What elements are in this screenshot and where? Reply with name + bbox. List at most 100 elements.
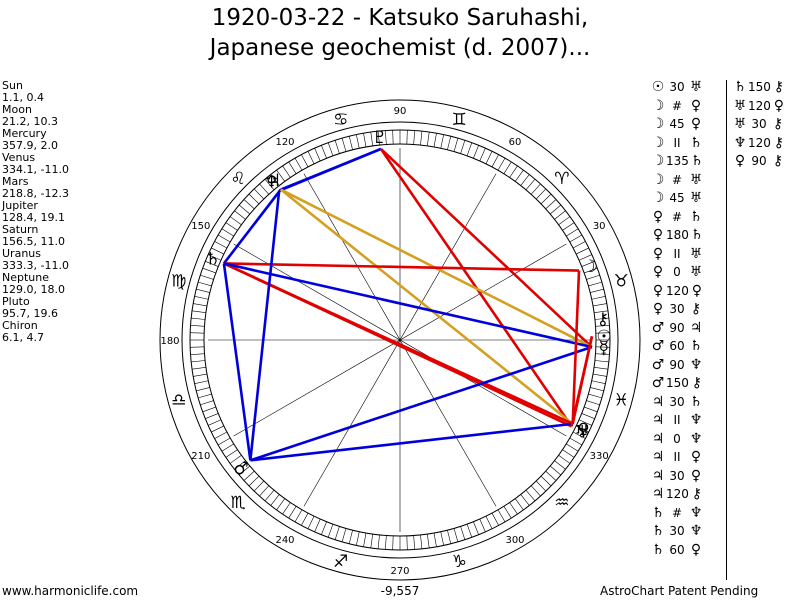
degree-tick <box>584 267 598 274</box>
zodiac-sign-icon: ♑ <box>452 552 467 572</box>
degree-tick <box>530 183 541 195</box>
planet-name: Uranus <box>2 247 41 260</box>
aspect-value: 30 <box>751 117 767 131</box>
aspect-value: # <box>671 209 683 224</box>
planet-glyph: ♃ <box>689 319 703 336</box>
degree-tick <box>578 254 592 261</box>
aspect-row: ♅ 30 ⚷ <box>732 115 787 134</box>
degree-tick <box>520 174 530 186</box>
aspect-row: ♀ 180 ♄ <box>650 226 705 245</box>
planet-glyph: ♅ <box>689 79 703 95</box>
planet-glyph: ♆ <box>689 412 703 428</box>
house-spokes <box>208 148 592 532</box>
degree-tick <box>588 281 602 287</box>
degree-tick <box>294 509 303 523</box>
planet-coords: 334.1, -11.0 <box>2 163 69 176</box>
degree-tick <box>549 204 562 215</box>
saturn-icon: ♄ <box>205 250 220 270</box>
degree-tick <box>497 157 506 171</box>
aspect-row: ☽ 135 ♄ <box>650 152 705 171</box>
planet-glyph: ♅ <box>733 97 747 114</box>
degree-label: 330 <box>590 451 609 462</box>
aspect-row: ♂ 90 ♃ <box>650 319 705 338</box>
degree-tick <box>198 393 212 399</box>
degree-tick <box>520 494 530 506</box>
degree-tick <box>264 178 275 191</box>
degree-tick <box>321 521 327 535</box>
aspect-value: # <box>671 505 683 520</box>
degree-tick <box>363 133 367 148</box>
degree-tick <box>453 138 459 152</box>
degree-tick <box>192 310 206 314</box>
planet-name: Venus <box>2 151 36 164</box>
aspect-row: ♃ 30 ♀ <box>650 467 705 486</box>
degree-tick <box>491 512 499 526</box>
planet-coords: 333.3, -11.0 <box>2 259 69 272</box>
degree-label: 60 <box>509 137 522 148</box>
planet-glyph: ♃ <box>651 430 665 447</box>
degree-tick <box>433 532 437 547</box>
footer-patent-note: AstroChart Patent Pending <box>600 584 759 598</box>
zodiac-sign-icon: ♈ <box>554 169 569 189</box>
planet-glyph: ♄ <box>651 523 665 539</box>
planet-coords: 156.5, 11.0 <box>2 235 65 248</box>
degree-tick <box>591 380 606 384</box>
aspect-row: ♅ 120 ♀ <box>732 97 787 116</box>
planet-glyph: ♃ <box>651 412 665 428</box>
planet-glyph: ♆ <box>689 356 703 373</box>
degree-tick <box>356 134 360 149</box>
wheel-ring <box>181 121 619 559</box>
planet-glyph: ♀ <box>690 449 702 465</box>
planet-glyph: ♆ <box>689 430 703 447</box>
planet-glyph: ☽ <box>651 171 665 188</box>
aspect-value: 90 <box>669 320 685 335</box>
degree-tick <box>190 325 205 327</box>
planet-glyph: ♂ <box>651 319 665 336</box>
degree-tick <box>194 296 209 300</box>
aspect-line <box>249 345 593 462</box>
degree-tick <box>420 534 423 549</box>
degree-tick <box>586 400 600 406</box>
aspect-row: ♄ 60 ♀ <box>650 541 705 560</box>
aspect-row: ☉ 30 ♅ <box>650 78 705 97</box>
degree-tick <box>594 360 609 363</box>
planet-glyph: ♂ <box>651 375 665 391</box>
degree-tick <box>211 425 224 433</box>
degree-tick <box>497 509 506 523</box>
degree-tick <box>270 494 280 506</box>
planet-position-list: Sun 1.1, 0.4 Moon 21.2, 10.3 Mercury 357.9, 2… <box>2 80 69 344</box>
degree-tick <box>196 387 210 392</box>
degree-tick <box>294 157 303 171</box>
degree-tick <box>549 465 562 476</box>
aspect-value: 30 <box>669 394 685 409</box>
planet-name: Neptune <box>2 271 50 284</box>
planet-glyph: ♀ <box>690 467 702 484</box>
planet-coords: 129.0, 18.0 <box>2 283 65 296</box>
planet-glyph: ♆ <box>733 134 747 151</box>
planet-glyph: ☽ <box>651 97 665 114</box>
degree-label: 30 <box>593 221 606 232</box>
degree-tick <box>413 130 415 145</box>
degree-tick <box>191 360 206 363</box>
degree-tick <box>578 419 592 426</box>
planet-glyph: ♃ <box>651 486 665 502</box>
jupiter-icon: ♃ <box>266 171 281 191</box>
degree-tick <box>225 222 238 231</box>
degree-tick <box>205 261 219 267</box>
aspect-value: # <box>671 98 683 113</box>
aspect-value: 30 <box>669 524 685 538</box>
neptune-icon: ♆ <box>264 172 279 192</box>
degree-tick <box>334 526 340 540</box>
planet-coords: 21.2, 10.3 <box>2 115 58 128</box>
aspect-row: ♄ 150 ⚷ <box>732 78 787 97</box>
footer-website: www.harmoniclife.com <box>2 584 139 598</box>
degree-tick <box>200 400 214 406</box>
degree-tick <box>307 151 315 164</box>
planet-glyph: ♅ <box>689 245 703 262</box>
planet-glyph: ♀ <box>773 97 785 114</box>
aspect-value: 135 <box>666 154 689 168</box>
aspect-grid-divider <box>726 80 727 580</box>
degree-tick <box>591 296 606 300</box>
planet-glyph: ♄ <box>651 504 665 521</box>
